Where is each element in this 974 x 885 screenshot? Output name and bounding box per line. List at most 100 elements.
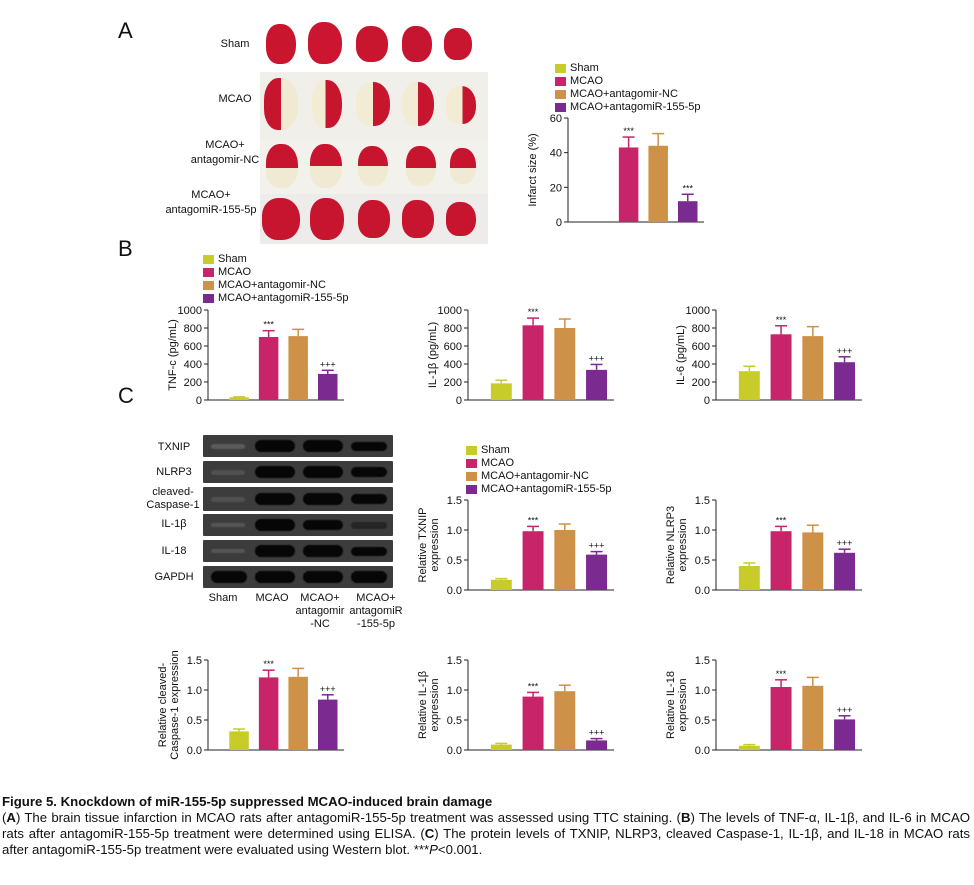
chart-txnip: 0.0 0.5 1.0 1.5 Relative TXNIP expression *** +… bbox=[412, 490, 622, 600]
brain-slice bbox=[444, 28, 472, 60]
band bbox=[255, 440, 295, 452]
bar-4 bbox=[586, 740, 608, 750]
y-tick-label: 40 bbox=[550, 148, 562, 160]
y-tick-label: 0.5 bbox=[695, 715, 710, 727]
chart-nlrp3: 0.0 0.5 1.0 1.5 Relative NLRP3 expression *** +… bbox=[660, 490, 870, 600]
legend-label: MCAO+antagomir-NC bbox=[481, 470, 589, 482]
significance-label: *** bbox=[263, 320, 274, 330]
brain-slice bbox=[312, 80, 342, 128]
chart-il1b: 0 200 400 600 800 1000 IL-1β (pg/mL) *** +++ bbox=[412, 300, 622, 410]
legend-b: Sham MCAO MCAO+antagomir-NC MCAO+antagom… bbox=[203, 253, 349, 305]
band bbox=[211, 470, 245, 475]
bar-4 bbox=[317, 699, 338, 750]
ttc-photo bbox=[260, 18, 488, 244]
bar-2 bbox=[770, 531, 792, 590]
band bbox=[351, 547, 387, 556]
chart-il18: 0.0 0.5 1.0 1.5 Relative IL-18 expression *** +… bbox=[660, 650, 870, 760]
y-tick-label: 20 bbox=[550, 182, 562, 194]
chart-infarct: 0 20 40 60 Infarct size (%) *** *** bbox=[512, 108, 712, 232]
ttc-row-label-mcao-nc: MCAO+ antagomir-NC bbox=[190, 139, 260, 166]
brain-slice bbox=[310, 144, 342, 188]
legend-label: Sham bbox=[570, 62, 599, 74]
legend-label: MCAO+antagomiR-155-5p bbox=[570, 101, 701, 113]
bar-2 bbox=[522, 696, 544, 750]
legend-label: MCAO+antagomir-NC bbox=[218, 279, 326, 291]
legend-swatch-nc bbox=[466, 472, 477, 481]
band bbox=[303, 466, 343, 478]
legend-label: MCAO bbox=[218, 266, 251, 278]
wb-label-il18: IL-18 bbox=[161, 545, 187, 557]
legend-swatch-mcao bbox=[203, 268, 214, 277]
bar-1 bbox=[490, 383, 512, 400]
bar-1 bbox=[738, 371, 760, 400]
brain-slice bbox=[358, 200, 390, 238]
y-tick-label: 200 bbox=[692, 377, 710, 389]
y-tick-label: 1000 bbox=[686, 305, 710, 317]
legend-item: Sham bbox=[555, 62, 701, 75]
band bbox=[255, 493, 295, 505]
y-axis-label: Relative TXNIP bbox=[417, 508, 429, 583]
blot-gapdh bbox=[203, 566, 393, 588]
blot-txnip bbox=[203, 435, 393, 457]
brain-slice bbox=[450, 148, 476, 184]
chart-tnf: 0 200 400 600 800 1000 TNF-c (pg/mL) *** +++ bbox=[152, 300, 352, 410]
bar-4 bbox=[586, 369, 608, 400]
bar-3 bbox=[802, 532, 824, 590]
bar-2 bbox=[258, 677, 279, 750]
blot-caspase1 bbox=[203, 487, 393, 511]
chart-svg: 0.0 0.5 1.0 1.5 Relative TXNIP expression *** +… bbox=[417, 495, 614, 597]
legend-item: MCAO+antagomir-NC bbox=[555, 88, 701, 101]
y-tick-label: 1.0 bbox=[187, 685, 202, 697]
caption-letter-a: A bbox=[6, 810, 16, 825]
wb-label-caspase1: cleaved- Caspase-1 bbox=[146, 486, 200, 511]
bar-3 bbox=[554, 328, 576, 400]
blot-nlrp3 bbox=[203, 461, 393, 483]
band bbox=[351, 467, 387, 477]
caption-text-a: ) The brain tissue infarction in MCAO ra… bbox=[15, 810, 681, 825]
legend-swatch-sham bbox=[466, 446, 477, 455]
legend-swatch-mcao bbox=[555, 77, 566, 86]
caption-p-tail: <0.001. bbox=[437, 842, 483, 857]
y-tick-label: 800 bbox=[444, 323, 462, 335]
band bbox=[351, 442, 387, 451]
brain-slice bbox=[310, 198, 344, 240]
chart-svg: 0.0 0.5 1.0 1.5 Relative NLRP3 expression *** +… bbox=[665, 495, 862, 597]
ttc-row-label-mcao: MCAO bbox=[218, 93, 252, 105]
caption-title: Figure 5. Knockdown of miR-155-5p suppre… bbox=[2, 794, 493, 809]
bar-1 bbox=[738, 745, 760, 750]
y-tick-label: 800 bbox=[692, 323, 710, 335]
band bbox=[351, 522, 387, 529]
bar-4 bbox=[834, 719, 856, 750]
y-tick-label: 800 bbox=[184, 323, 202, 335]
bar-2 bbox=[522, 531, 544, 590]
ttc-row-label-sham: Sham bbox=[220, 38, 250, 50]
legend-swatch-sham bbox=[203, 255, 214, 264]
significance-label: *** bbox=[263, 659, 274, 669]
y-axis-label: Infarct size (%) bbox=[527, 133, 539, 206]
wb-label-txnip: TXNIP bbox=[157, 441, 191, 453]
caption-text-c: ) The protein levels of TXNIP, NLRP3, cl… bbox=[2, 826, 970, 857]
band bbox=[211, 497, 245, 502]
bar-4 bbox=[834, 552, 856, 590]
chart-il6: 0 200 400 600 800 1000 IL-6 (pg/mL) *** +++ bbox=[660, 300, 870, 410]
legend-item: MCAO bbox=[203, 266, 349, 279]
legend-swatch-nc bbox=[555, 90, 566, 99]
y-axis-label: expression bbox=[429, 518, 441, 571]
y-tick-label: 200 bbox=[444, 377, 462, 389]
bar-2 bbox=[618, 147, 639, 222]
bar-4 bbox=[677, 201, 698, 222]
brain-slice bbox=[356, 26, 388, 62]
bar-3 bbox=[648, 145, 668, 222]
significance-label: +++ bbox=[320, 684, 336, 694]
bar-4 bbox=[317, 373, 338, 400]
bar-2 bbox=[522, 325, 544, 400]
y-axis-label: IL-1β (pg/mL) bbox=[427, 322, 439, 388]
chart-svg: 0.0 0.5 1.0 1.5 Relative IL-1β expression *** +… bbox=[417, 655, 614, 757]
chart-svg: 0.0 0.5 1.0 1.5 Relative IL-18 expression *** +… bbox=[665, 655, 862, 757]
chart-svg: 0 20 40 60 Infarct size (%) *** *** bbox=[527, 113, 704, 229]
y-tick-label: 400 bbox=[444, 359, 462, 371]
brain-slice bbox=[264, 78, 298, 130]
significance-label: *** bbox=[776, 515, 787, 525]
legend-c: Sham MCAO MCAO+antagomir-NC MCAO+antagom… bbox=[466, 444, 612, 496]
legend-item: MCAO bbox=[466, 457, 612, 470]
